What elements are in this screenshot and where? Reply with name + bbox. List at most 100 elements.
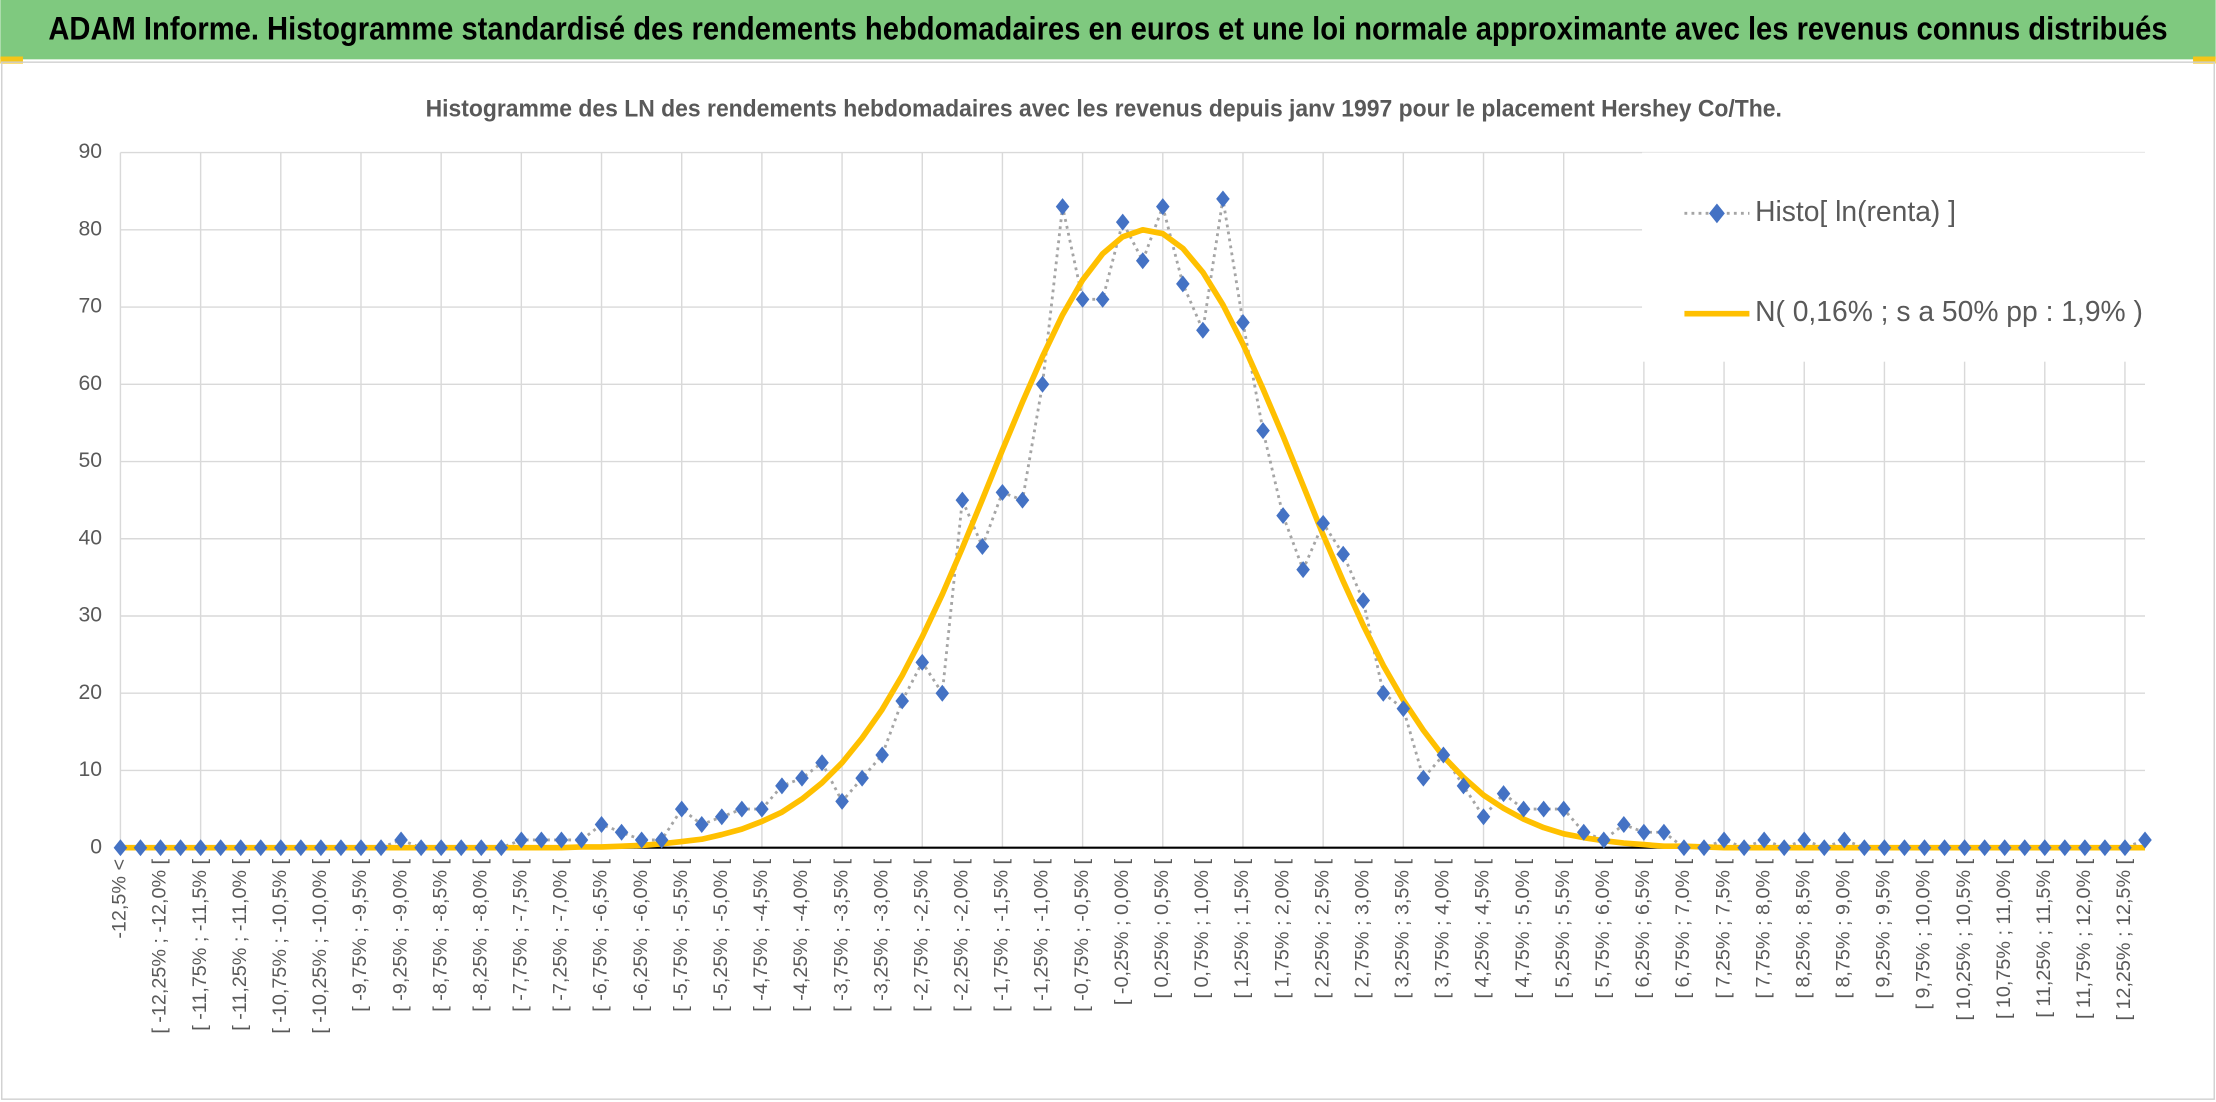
x-tick-label: [ 6,25% ; 6,5% [ (1632, 858, 1654, 998)
marker (1797, 831, 1812, 849)
marker (1276, 507, 1290, 525)
marker (1637, 823, 1651, 841)
x-tick-label: [ 4,75% ; 5,0% [ (1512, 858, 1534, 998)
y-tick-label: 80 (78, 217, 102, 240)
marker (995, 483, 1010, 501)
chart-title: Histogramme des LN des rendements hebdom… (426, 96, 1782, 123)
marker (1657, 823, 1671, 841)
legend-label: Histo[ ln(renta) ] (1755, 195, 1956, 227)
x-tick-label: [ -4,25% ; -4,0% [ (790, 858, 812, 1011)
marker (674, 800, 689, 818)
x-tick-label: [ 6,75% ; 7,0% [ (1672, 858, 1694, 998)
marker (394, 831, 408, 849)
y-tick-label: 90 (78, 140, 102, 163)
x-tick-label: [ 1,75% ; 2,0% [ (1271, 858, 1293, 998)
y-tick-label: 30 (78, 604, 102, 627)
y-tick-label: 60 (78, 372, 102, 395)
x-tick-label: [ -6,75% ; -6,5% [ (590, 858, 612, 1011)
y-tick-label: 70 (78, 295, 102, 318)
legend-label: N( 0,16% ; s a 50% pp : 1,9% ) (1755, 295, 2143, 327)
marker (2058, 839, 2072, 857)
x-tick-label: [ 0,75% ; 1,0% [ (1191, 858, 1213, 998)
marker (414, 839, 428, 857)
marker (494, 839, 509, 857)
x-tick-label: [ 8,25% ; 8,5% [ (1792, 858, 1814, 998)
y-tick-label: 0 (90, 835, 102, 858)
marker (1877, 839, 1892, 857)
marker (1556, 800, 1571, 818)
marker (2078, 839, 2092, 857)
y-tick-label: 10 (78, 758, 102, 781)
corner-left (0, 56, 23, 64)
x-tick-label: [ 12,25% ; 12,5% [ (2113, 858, 2135, 1020)
marker (1456, 777, 1471, 795)
x-tick-label: [ -7,75% ; -7,5% [ (510, 858, 532, 1011)
marker (354, 839, 368, 857)
x-tick-label: [ -6,25% ; -6,0% [ (630, 858, 652, 1011)
marker (534, 831, 549, 849)
x-tick-label: [ -7,25% ; -7,0% [ (550, 858, 572, 1011)
marker (1717, 831, 1731, 849)
x-tick-label: [ 9,25% ; 9,5% [ (1873, 858, 1895, 998)
marker (1396, 700, 1411, 718)
x-tick-label: [ -1,75% ; -1,5% [ (991, 858, 1013, 1011)
x-tick-label: [ -2,25% ; -2,0% [ (951, 858, 973, 1011)
x-tick-label: [ 7,25% ; 7,5% [ (1712, 858, 1734, 998)
x-tick-label: [ -3,75% ; -3,5% [ (830, 858, 852, 1011)
x-tick-label: [ 3,75% ; 4,0% [ (1432, 858, 1454, 998)
x-tick-label: [ -4,75% ; -4,5% [ (750, 858, 772, 1011)
marker (233, 839, 248, 857)
marker (454, 839, 468, 857)
x-tick-label: [ -3,25% ; -3,0% [ (870, 858, 892, 1011)
marker (1857, 839, 1872, 857)
marker (594, 816, 609, 833)
x-tick-label: [ 3,25% ; 3,5% [ (1392, 858, 1414, 998)
marker (2138, 831, 2152, 849)
marker (1777, 839, 1791, 857)
marker (2017, 839, 2032, 857)
x-tick-label: [ -5,25% ; -5,0% [ (710, 858, 732, 1011)
marker (1156, 198, 1170, 216)
x-tick-label: [ 10,75% ; 11,0% [ (1993, 858, 2015, 1019)
x-tick-label: [ 7,75% ; 8,0% [ (1752, 858, 1774, 998)
x-tick-label: [ -0,25% ; 0,0% [ (1111, 858, 1133, 1005)
marker (554, 831, 569, 849)
marker (1476, 808, 1491, 826)
y-tick-label: 50 (78, 449, 102, 472)
x-tick-label: [ -1,25% ; -1,0% [ (1031, 858, 1053, 1011)
marker (2118, 839, 2132, 857)
x-tick-label: [ -11,75% ; -11,5% [ (189, 859, 211, 1031)
x-tick-label: [ 2,75% ; 3,0% [ (1351, 858, 1373, 998)
marker (1697, 839, 1711, 857)
x-tick-label: [ 5,75% ; 6,0% [ (1592, 858, 1614, 998)
marker (1837, 831, 1852, 849)
x-tick-label: [ -0,75% ; -0,5% [ (1071, 858, 1093, 1011)
x-tick-label: [ 9,75% ; 10,0% [ (1913, 858, 1935, 1009)
marker (1176, 275, 1190, 293)
x-tick-label: [ 10,25% ; 10,5% [ (1953, 858, 1975, 1020)
x-tick-label: [ -5,75% ; -5,5% [ (670, 858, 692, 1011)
page-title: ADAM Informe. Histogramme standardisé de… (48, 11, 2167, 47)
marker (1055, 198, 1070, 216)
marker (1115, 213, 1130, 231)
x-tick-label: [ 2,25% ; 2,5% [ (1311, 858, 1333, 998)
marker (1576, 823, 1591, 841)
header-bar (0, 0, 2216, 60)
x-tick-label: [ -8,25% ; -8,0% [ (469, 858, 491, 1011)
x-tick-label: [ -10,75% ; -10,5% [ (269, 858, 291, 1033)
marker (514, 831, 529, 849)
marker (1296, 561, 1310, 579)
marker (1356, 592, 1371, 610)
x-tick-label: [ 0,25% ; 0,5% [ (1151, 858, 1173, 998)
marker (1316, 514, 1330, 532)
marker (434, 839, 448, 857)
marker (694, 816, 709, 833)
marker (1897, 839, 1912, 857)
marker (113, 839, 128, 857)
x-tick-label: [ 5,25% ; 5,5% [ (1552, 858, 1574, 998)
marker (1416, 769, 1431, 787)
marker (1196, 321, 1210, 339)
marker (935, 684, 950, 702)
marker (1937, 839, 1952, 857)
x-tick-label: [ -10,25% ; -10,0% [ (309, 858, 331, 1033)
